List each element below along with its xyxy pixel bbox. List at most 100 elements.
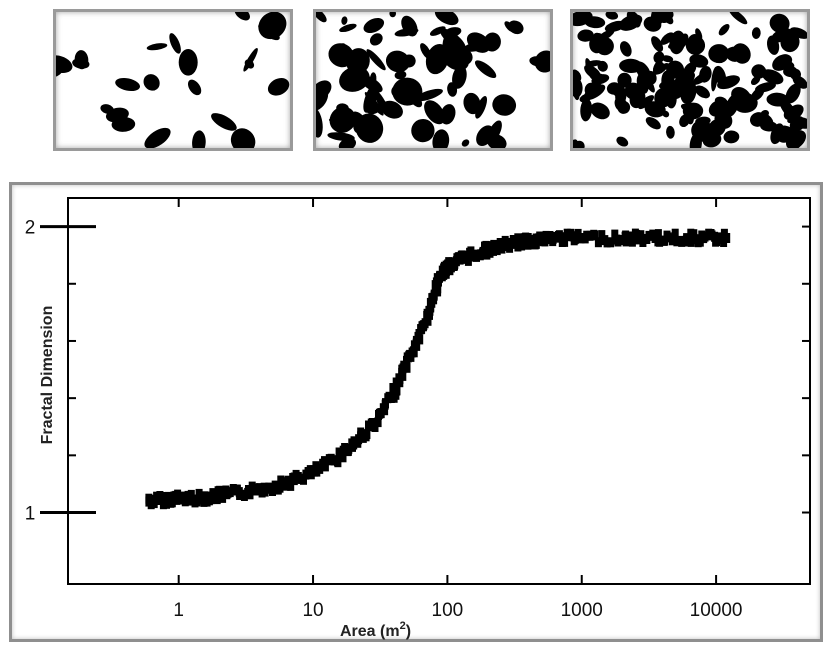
- data-point: [187, 489, 195, 500]
- blob: [316, 12, 327, 23]
- blob: [143, 74, 160, 91]
- blob: [432, 129, 450, 148]
- blob: [230, 128, 256, 148]
- blob: [474, 60, 497, 79]
- blob: [651, 36, 664, 52]
- blob: [381, 100, 403, 119]
- data-point: [246, 489, 254, 500]
- tick-labels: 1 10 100 1000 10000 1 2: [25, 218, 743, 621]
- axis-ticks: [40, 198, 810, 584]
- blob: [243, 48, 258, 72]
- blob: [692, 39, 702, 49]
- blob: [708, 44, 729, 63]
- plot-area: [67, 197, 811, 585]
- blob: [394, 70, 407, 80]
- blob: [267, 78, 290, 96]
- blob: [658, 88, 673, 107]
- blob: [389, 12, 397, 18]
- blob: [660, 32, 675, 45]
- blob: [760, 110, 769, 118]
- data-point: [321, 456, 328, 467]
- data-point: [671, 228, 679, 239]
- blob: [365, 102, 381, 115]
- blob: [420, 43, 432, 60]
- blob: [751, 27, 761, 39]
- blob: [789, 139, 801, 148]
- data-point: [690, 233, 698, 244]
- blob: [338, 137, 357, 148]
- data-point: [173, 492, 181, 503]
- data-point: [639, 234, 647, 245]
- data-point: [654, 229, 662, 240]
- x-axis-title-main: Area (m: [340, 623, 400, 640]
- data-point: [393, 385, 401, 395]
- blob: [366, 49, 386, 71]
- blob: [761, 69, 784, 85]
- data-point: [213, 493, 221, 504]
- blob: [645, 117, 661, 130]
- data-point: [607, 237, 615, 248]
- blob: [643, 16, 662, 32]
- blob: [769, 13, 790, 33]
- blob: [105, 107, 129, 123]
- chart-frame: [9, 182, 823, 642]
- data-point: [594, 237, 602, 248]
- blob: [391, 85, 404, 98]
- blob: [626, 12, 641, 28]
- blob: [591, 74, 610, 85]
- data-point: [683, 233, 691, 244]
- blob: [605, 12, 619, 20]
- data-point: [381, 399, 389, 410]
- blob: [444, 27, 462, 38]
- blob: [353, 117, 369, 134]
- data-point: [339, 452, 347, 463]
- blob: [624, 82, 643, 100]
- data-point: [150, 498, 158, 509]
- data-points: [145, 228, 731, 510]
- blob: [360, 75, 383, 93]
- pattern-panel-intermediate: [313, 9, 553, 151]
- blob: [316, 80, 332, 100]
- blob: [339, 23, 357, 33]
- blob: [573, 77, 583, 98]
- data-point: [701, 231, 709, 242]
- data-point: [498, 243, 506, 254]
- blob: [672, 71, 693, 91]
- blob: [369, 33, 383, 46]
- blob: [115, 77, 140, 92]
- blob: [462, 40, 493, 52]
- blob: [394, 27, 419, 37]
- blob: [619, 41, 632, 57]
- blob: [577, 29, 594, 42]
- blob: [424, 100, 445, 125]
- data-point: [591, 230, 599, 241]
- data-point: [664, 232, 672, 243]
- blob: [346, 48, 370, 75]
- y-axis-title: Fractal Dimension: [39, 306, 56, 445]
- blob: [573, 140, 585, 148]
- data-point: [389, 383, 397, 393]
- blob: [617, 72, 632, 88]
- blob: [714, 110, 733, 129]
- data-point: [334, 456, 341, 467]
- blob: [767, 35, 780, 55]
- blob: [475, 95, 488, 119]
- data-point: [399, 370, 407, 381]
- x-tick-label: 10: [302, 600, 323, 621]
- blob: [662, 110, 670, 118]
- blob: [451, 47, 473, 66]
- x-axis-title: Area (m2): [340, 620, 411, 640]
- data-point: [287, 480, 295, 491]
- data-point: [723, 233, 731, 243]
- data-point: [276, 482, 284, 493]
- blob: [144, 127, 171, 148]
- blob: [529, 56, 547, 67]
- blob: [770, 123, 785, 145]
- blob: [452, 65, 467, 89]
- blob: [593, 32, 602, 41]
- x-axis-title-close: ): [406, 623, 411, 640]
- data-point: [409, 346, 417, 357]
- data-point: [490, 239, 498, 250]
- blob: [234, 12, 250, 21]
- data-point: [396, 377, 404, 388]
